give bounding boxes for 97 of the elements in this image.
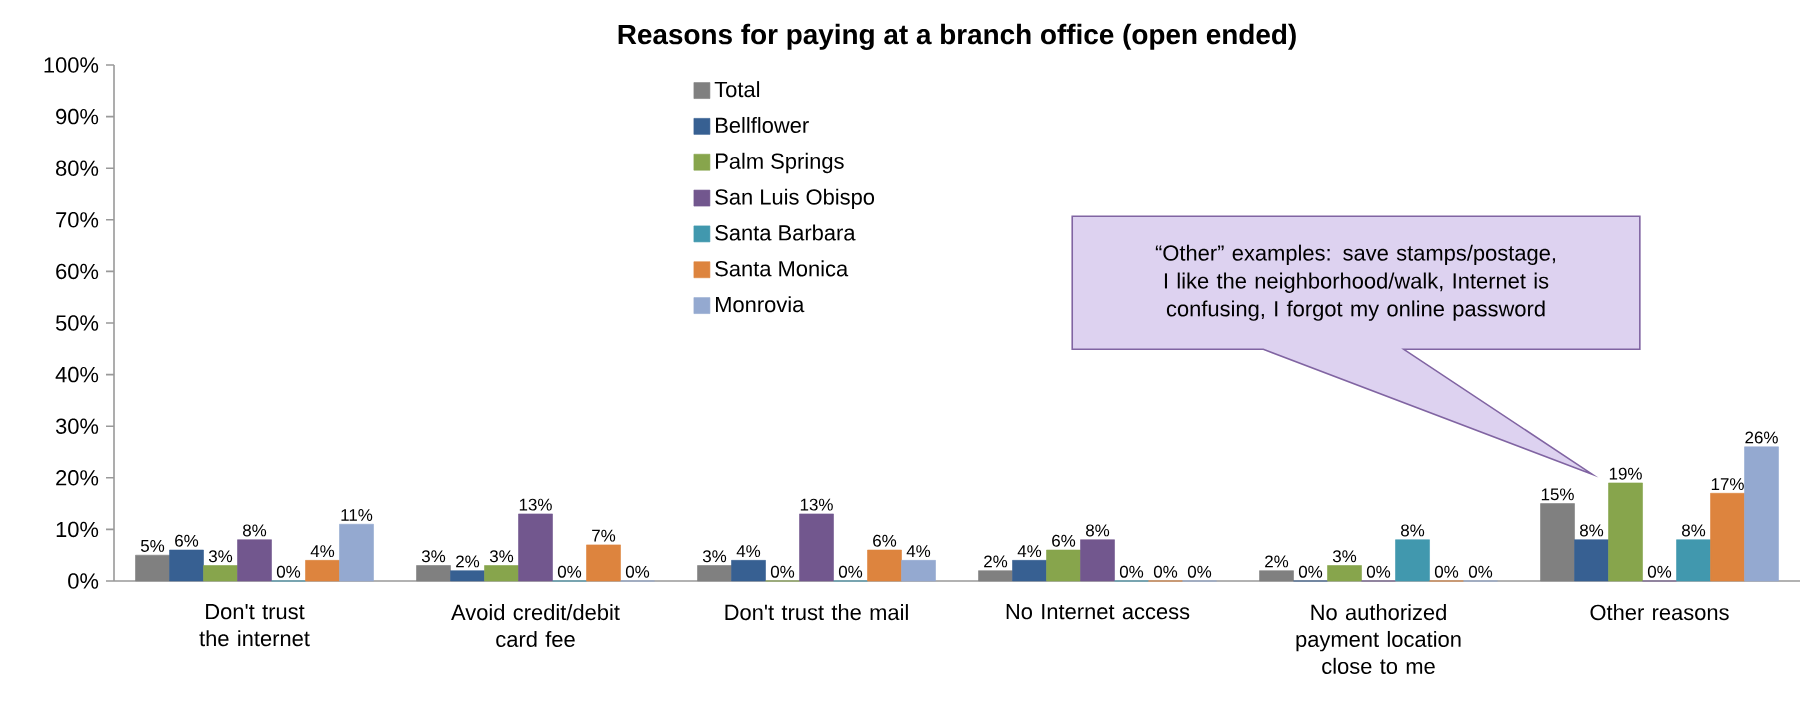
- data-label: 6%: [175, 534, 199, 547]
- legend-label: Total: [714, 81, 760, 98]
- data-label: 5%: [140, 539, 165, 552]
- data-label: 4%: [736, 545, 761, 558]
- bar: [697, 565, 732, 582]
- bar: [416, 565, 451, 582]
- data-label: 0%: [1434, 565, 1459, 578]
- annotation: “Other” examples: save stamps/postage, I like the neighborhood/walk, Internet is confusing, I forgot my online password: [1155, 244, 1556, 321]
- y-tick-label: 100%: [44, 57, 99, 73]
- legend-label: Santa Monica: [715, 260, 849, 277]
- data-label: 3%: [1332, 550, 1357, 563]
- data-label: 0%: [1647, 565, 1672, 578]
- y-tick-label: 30%: [55, 418, 99, 434]
- x-tick-label: Other reasons: [1590, 604, 1729, 621]
- bar: [1012, 560, 1047, 582]
- data-label: 13%: [800, 498, 833, 511]
- bar: [1395, 539, 1430, 582]
- data-label: 8%: [1682, 524, 1706, 537]
- data-label: 4%: [906, 545, 931, 558]
- y-tick-label: 20%: [56, 470, 99, 486]
- bar: [1080, 539, 1115, 582]
- x-tick-label: Avoid credit/debit card fee: [451, 604, 620, 648]
- bar: [305, 560, 340, 582]
- chart-title: Reasons for paying at a branch office (open ended): [618, 23, 1296, 50]
- bar: [1259, 570, 1294, 582]
- data-label: 0%: [1366, 565, 1391, 578]
- data-label: 0%: [1187, 565, 1212, 578]
- bar: [450, 570, 485, 582]
- data-label: 15%: [1541, 488, 1574, 501]
- bar: [1327, 565, 1362, 582]
- bar: [978, 570, 1013, 582]
- y-tick-label: 90%: [56, 108, 99, 125]
- bar: [1540, 503, 1575, 582]
- legend-label: Palm Springs: [716, 152, 844, 174]
- bar: [799, 513, 834, 582]
- data-label: 26%: [1745, 431, 1778, 444]
- bar: [135, 554, 170, 582]
- data-label: 4%: [1017, 545, 1042, 558]
- data-label: 0%: [625, 565, 650, 578]
- data-label: 8%: [1580, 524, 1604, 537]
- bar: [1046, 549, 1081, 582]
- y-tick-label: 40%: [55, 366, 99, 383]
- legend-label: Monrovia: [716, 296, 805, 313]
- legend-label: Santa Barbara: [715, 224, 856, 241]
- data-label: 2%: [456, 555, 480, 568]
- bar: [169, 549, 204, 582]
- data-label: 8%: [1086, 524, 1110, 537]
- bar: [586, 544, 621, 582]
- data-label: 3%: [489, 550, 514, 563]
- data-label: 11%: [341, 509, 373, 521]
- data-label: 3%: [421, 550, 446, 563]
- y-tick-label: 10%: [56, 521, 99, 538]
- data-label: 0%: [1153, 565, 1178, 578]
- data-label: 0%: [276, 565, 301, 578]
- data-label: 13%: [519, 498, 552, 511]
- legend-label: San Luis Obispo: [715, 188, 875, 210]
- data-label: 2%: [984, 555, 1008, 568]
- data-label: 0%: [1298, 565, 1323, 578]
- data-label: 8%: [1401, 524, 1425, 537]
- x-tick-label: Don't trust the mail: [725, 604, 908, 621]
- y-tick-label: 50%: [55, 315, 99, 331]
- data-label: 6%: [873, 534, 897, 547]
- y-tick-label: 70%: [56, 212, 99, 228]
- x-tick-label: Don't trust the internet: [199, 604, 310, 647]
- data-label: 4%: [310, 545, 335, 558]
- x-tick-label: No Internet access: [1006, 604, 1190, 620]
- data-label: 19%: [1609, 467, 1642, 480]
- data-label: 0%: [1468, 565, 1493, 578]
- x-tick-label: No authorized payment location close to me: [1296, 604, 1461, 674]
- data-label: 8%: [243, 524, 267, 537]
- bar: [484, 565, 519, 582]
- bar: [1744, 446, 1779, 582]
- data-label: 7%: [592, 529, 616, 542]
- data-label: 0%: [838, 565, 863, 578]
- bar: [237, 539, 272, 582]
- data-label: 17%: [1711, 478, 1744, 490]
- y-tick-label: 0%: [68, 573, 99, 589]
- bar: [1710, 492, 1745, 582]
- bar: [901, 560, 936, 582]
- y-tick-label: 80%: [56, 160, 99, 176]
- data-label: 0%: [1119, 565, 1144, 578]
- bar: [339, 523, 374, 582]
- data-label: 3%: [702, 550, 727, 563]
- data-label: 6%: [1052, 534, 1076, 547]
- bar: [518, 513, 553, 582]
- legend-label: Bellflower: [716, 116, 809, 134]
- bar: [1608, 482, 1643, 582]
- bar: [1574, 539, 1609, 582]
- bar: [203, 565, 238, 582]
- data-label: 3%: [208, 550, 233, 563]
- bar: [867, 549, 902, 582]
- data-label: 0%: [557, 565, 582, 578]
- bar: [731, 560, 766, 582]
- y-tick-label: 60%: [56, 263, 99, 280]
- data-label: 2%: [1265, 555, 1289, 568]
- data-label: 0%: [770, 565, 795, 578]
- bar: [1676, 539, 1711, 582]
